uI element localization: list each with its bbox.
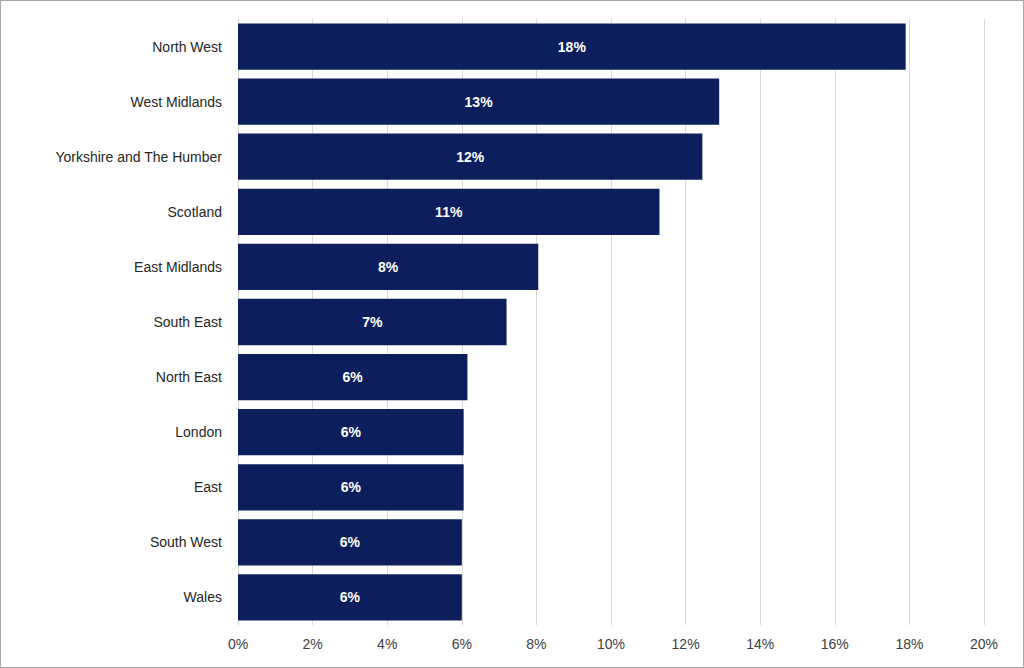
- svg-text:6%: 6%: [341, 424, 362, 440]
- svg-text:Yorkshire and The Humber: Yorkshire and The Humber: [55, 149, 222, 165]
- svg-text:South East: South East: [154, 314, 223, 330]
- svg-text:12%: 12%: [456, 149, 485, 165]
- svg-text:West Midlands: West Midlands: [130, 94, 222, 110]
- svg-text:6%: 6%: [340, 589, 361, 605]
- svg-text:8%: 8%: [378, 259, 399, 275]
- svg-text:2%: 2%: [302, 636, 322, 652]
- svg-text:North West: North West: [152, 39, 222, 55]
- svg-text:Scotland: Scotland: [168, 204, 222, 220]
- svg-text:18%: 18%: [895, 636, 923, 652]
- svg-text:12%: 12%: [672, 636, 700, 652]
- svg-text:6%: 6%: [341, 479, 362, 495]
- svg-text:13%: 13%: [465, 94, 494, 110]
- svg-text:East: East: [194, 479, 222, 495]
- svg-text:0%: 0%: [228, 636, 248, 652]
- svg-text:14%: 14%: [746, 636, 774, 652]
- svg-text:6%: 6%: [343, 369, 364, 385]
- svg-text:4%: 4%: [377, 636, 397, 652]
- svg-text:North East: North East: [156, 369, 222, 385]
- svg-text:10%: 10%: [597, 636, 625, 652]
- svg-text:6%: 6%: [340, 534, 361, 550]
- svg-text:East Midlands: East Midlands: [134, 259, 222, 275]
- svg-text:Wales: Wales: [184, 589, 222, 605]
- svg-text:8%: 8%: [526, 636, 546, 652]
- svg-text:18%: 18%: [558, 39, 587, 55]
- svg-text:6%: 6%: [452, 636, 472, 652]
- svg-text:20%: 20%: [970, 636, 998, 652]
- svg-text:7%: 7%: [362, 314, 383, 330]
- svg-text:16%: 16%: [821, 636, 849, 652]
- svg-text:11%: 11%: [435, 204, 463, 220]
- svg-text:South West: South West: [150, 534, 222, 550]
- svg-text:London: London: [175, 424, 222, 440]
